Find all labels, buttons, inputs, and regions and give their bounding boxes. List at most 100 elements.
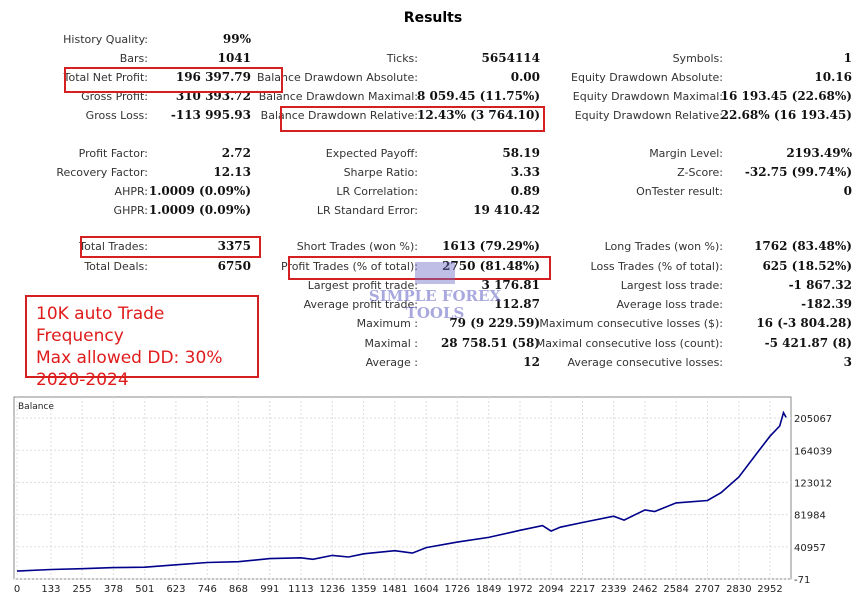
stat-label: Total Net Profit: [63,71,148,84]
stat-label: Equity Drawdown Absolute: [571,71,723,84]
stat-value: 3 176.81 [481,278,540,292]
x-tick-label: 133 [41,584,60,595]
x-tick-label: 1359 [351,584,376,595]
x-tick-label: 623 [166,584,185,595]
stat-label: Recovery Factor: [56,166,148,179]
stat-label: Equity Drawdown Maximal: [572,90,723,103]
stat-label: Gross Profit: [81,90,148,103]
highlight-total-net-profit [64,67,283,93]
x-tick-label: 1481 [382,584,407,595]
x-tick-label: 2217 [570,584,595,595]
stat-value: 1613 (79.29%) [442,239,540,253]
stat-value: 12.13 [213,165,251,179]
x-tick-label: 2952 [757,584,782,595]
stat-value: -113 995.93 [170,108,251,122]
stat-label: Maximum consecutive losses ($): [539,317,723,330]
stat-value: 3.33 [510,165,540,179]
stat-value: 16 (-3 804.28) [756,316,852,330]
stat-value: 3 [843,355,852,369]
stat-label: Ticks: [386,52,418,65]
y-tick-label: 205067 [794,414,832,425]
stat-label: Balance Drawdown Maximal: [258,90,418,103]
x-tick-label: 1113 [288,584,313,595]
stat-label: Profit Factor: [78,147,148,160]
stat-label: Expected Payoff: [325,147,418,160]
stat-value: 1 [843,51,852,65]
stat-value: 58.19 [502,146,540,160]
stat-label: Long Trades (won %): [604,240,723,253]
annotation-line: 10K auto Trade Frequency [36,304,165,346]
stat-label: Gross Loss: [85,109,148,122]
x-tick-label: 1726 [445,584,470,595]
stat-label: Equity Drawdown Relative: [574,109,723,122]
stat-label: Profit Trades (% of total): [280,260,418,273]
stat-label: Average loss trade: [616,298,723,311]
stat-value: 12 [523,355,540,369]
highlight-balance-drawdown-relative [280,106,545,132]
stat-value: 79 (9 229.59) [449,316,540,330]
x-tick-label: 1604 [413,584,438,595]
stat-value: 625 (18.52%) [762,259,852,273]
y-tick-label: 123012 [794,478,832,489]
x-tick-label: 2707 [695,584,720,595]
stat-label: Average : [365,356,418,369]
stat-label: Total Trades: [79,240,148,253]
stat-label: Average consecutive losses: [567,356,723,369]
stat-value: 0.89 [510,184,540,198]
stat-label: Margin Level: [649,147,723,160]
annotation-line: 2020-2024 [36,370,129,390]
stat-label: Average profit trade: [303,298,418,311]
x-tick-label: 991 [260,584,279,595]
highlight-total-trades [80,236,261,258]
stat-value: -182.39 [801,297,852,311]
stat-value: 2.72 [221,146,251,160]
y-tick-label: 164039 [794,446,832,457]
x-tick-label: 378 [104,584,123,595]
stat-label: GHPR: [113,204,148,217]
stat-label: History Quality: [63,33,148,46]
stat-value: 28 758.51 (58) [440,336,540,350]
stat-label: Balance Drawdown Absolute: [256,71,418,84]
stat-label: Total Deals: [84,260,148,273]
stat-value: 5654114 [481,51,540,65]
stat-value: 19 410.42 [473,203,540,217]
x-tick-label: 2094 [538,584,563,595]
stat-label: Sharpe Ratio: [343,166,418,179]
highlight-profit-trades [288,256,551,280]
stat-value: 16 193.45 (22.68%) [720,89,852,103]
stat-value: 8 059.45 (11.75%) [417,89,540,103]
stat-value: 3375 [217,239,251,253]
stat-label: Largest loss trade: [620,279,723,292]
stat-value: -1 867.32 [788,278,852,292]
stat-value: 1762 (83.48%) [754,239,852,253]
x-tick-label: 1849 [476,584,501,595]
stat-label: OnTester result: [636,185,723,198]
y-tick-label: 40957 [794,543,826,554]
balance-line [16,410,787,572]
stat-value: 6750 [217,259,251,273]
x-tick-label: 2462 [632,584,657,595]
stat-value: 1.0009 (0.09%) [148,184,251,198]
stat-label: Symbols: [672,52,723,65]
stat-value: 112.87 [494,297,540,311]
annotation-box: 10K auto Trade Frequency Max allowed DD:… [25,295,259,390]
stat-label: Bars: [119,52,148,65]
x-tick-label: 868 [229,584,248,595]
annotation-line: Max allowed DD: 30% [36,348,223,368]
page-title: Results [403,10,463,26]
stat-label: LR Correlation: [336,185,418,198]
x-tick-label: 0 [14,584,20,595]
balance-chart: 0 133 255 378 501 623 746 868 991 1113 1236 1359 148… [13,396,832,595]
stat-value: 0.00 [510,70,540,84]
y-tick-label: -71 [794,575,810,586]
stat-label: Z-Score: [677,166,723,179]
stat-value: 2750 (81.48%) [442,259,540,273]
stat-label: LR Standard Error: [316,204,418,217]
x-tick-label: 1236 [320,584,345,595]
stat-label: AHPR: [114,185,148,198]
stat-value: -5 421.87 (8) [764,336,852,350]
x-tick-label: 2830 [726,584,751,595]
stat-value: 1041 [217,51,251,65]
stat-value: -32.75 (99.74%) [744,165,852,179]
y-tick-label: 81984 [794,511,826,522]
